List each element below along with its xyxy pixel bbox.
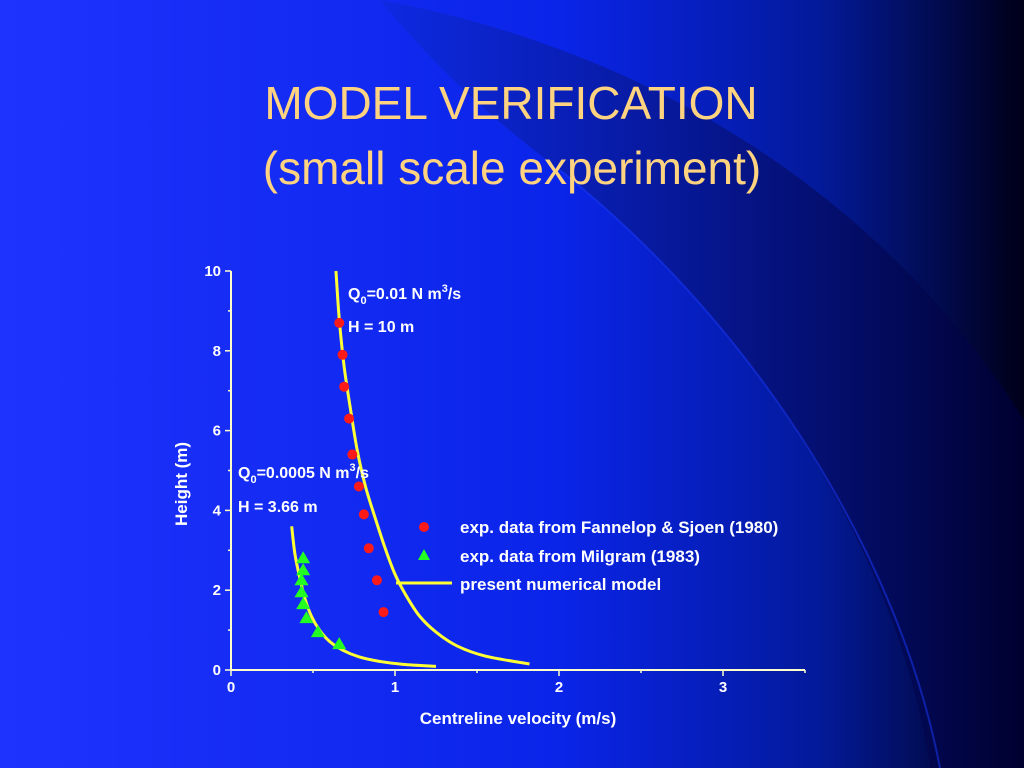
fannelop-data-point	[358, 509, 369, 520]
x-tick-label: 2	[555, 679, 563, 696]
y-tick-label: 10	[204, 263, 221, 280]
milgram-data-point	[299, 611, 314, 624]
fannelop-data-point	[337, 349, 348, 360]
fannelop-data-point	[353, 481, 364, 492]
background-swoosh-edge	[559, 169, 941, 768]
chart-legend: exp. data from Fannelop & Sjoen (1980) e…	[396, 518, 778, 594]
legend-milgram-label: exp. data from Milgram (1983)	[460, 547, 700, 566]
slide-title-line-1: MODEL VERIFICATION	[264, 77, 758, 129]
legend-fannelop-label: exp. data from Fannelop & Sjoen (1980)	[460, 518, 778, 537]
model-curve-1	[334, 270, 530, 666]
x-tick-label: 3	[719, 679, 727, 696]
data-points	[294, 317, 389, 650]
annotation-case1-flow: Q0=0.01 N m3/s	[348, 283, 461, 307]
legend-fannelop-marker	[419, 522, 429, 532]
fannelop-data-point	[371, 575, 382, 586]
milgram-data-point	[310, 625, 325, 638]
fannelop-data-point	[347, 449, 358, 460]
legend-model-label: present numerical model	[460, 575, 661, 594]
annotation-case1-height: H = 10 m	[348, 319, 414, 336]
legend-milgram-marker	[418, 549, 430, 560]
milgram-data-point	[296, 551, 311, 564]
milgram-data-point	[294, 585, 309, 598]
chart-axes	[225, 270, 806, 676]
fannelop-data-point	[339, 381, 350, 392]
x-tick-label: 1	[391, 679, 399, 696]
x-tick-label: 0	[227, 679, 235, 696]
x-axis-label: Centreline velocity (m/s)	[420, 709, 617, 728]
y-axis-label: Height (m)	[172, 442, 191, 526]
y-tick-label: 6	[213, 423, 221, 440]
annotation-case2-flow: Q0=0.0005 N m3/s	[238, 462, 369, 486]
milgram-data-point	[294, 573, 309, 586]
y-tick-label: 2	[213, 582, 221, 599]
y-tick-label: 0	[213, 662, 221, 679]
velocity-height-chart: 0 1 2 3 0 2 4 6 8 10 Centreline velocity (m/s) He…	[172, 263, 806, 728]
milgram-data-point	[332, 637, 347, 650]
background-swoosh	[380, 0, 1024, 768]
annotation-case2-height: H = 3.66 m	[238, 499, 318, 516]
tick-labels: 0 1 2 3 0 2 4 6 8 10	[204, 263, 727, 696]
fannelop-data-point	[363, 543, 374, 554]
y-tick-label: 4	[213, 502, 222, 519]
slide-title-line-2: (small scale experiment)	[262, 142, 762, 194]
fannelop-data-point	[378, 607, 389, 618]
fannelop-data-point	[344, 413, 355, 424]
milgram-data-point	[296, 597, 311, 610]
milgram-data-point	[296, 563, 311, 576]
fannelop-data-point	[334, 317, 345, 328]
y-tick-label: 8	[213, 343, 221, 360]
